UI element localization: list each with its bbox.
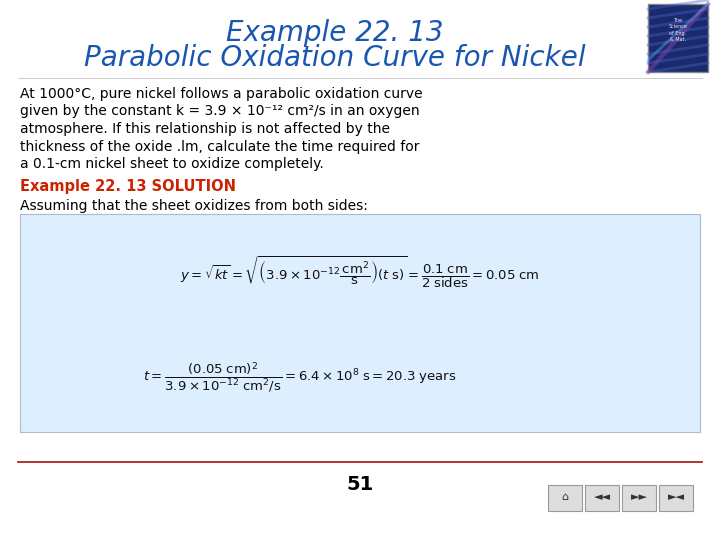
- Text: $y = \sqrt{kt} = \sqrt{\left(3.9 \times 10^{-12}\dfrac{\,\mathrm{cm}^2}{\mathrm{: $y = \sqrt{kt} = \sqrt{\left(3.9 \times …: [180, 254, 540, 290]
- Text: atmosphere. If this relationship is not affected by the: atmosphere. If this relationship is not …: [20, 122, 390, 136]
- Text: a 0.1-cm nickel sheet to oxidize completely.: a 0.1-cm nickel sheet to oxidize complet…: [20, 157, 324, 171]
- Text: Assuming that the sheet oxidizes from both sides:: Assuming that the sheet oxidizes from bo…: [20, 199, 368, 213]
- Text: thickness of the oxide .lm, calculate the time required for: thickness of the oxide .lm, calculate th…: [20, 139, 420, 153]
- Bar: [20, 214, 700, 432]
- Text: 51: 51: [346, 476, 374, 495]
- Text: The
Science
of Eng.
& Mat.: The Science of Eng. & Mat.: [669, 18, 688, 42]
- Bar: [622, 485, 656, 511]
- Text: given by the constant k = 3.9 × 10⁻¹² cm²/s in an oxygen: given by the constant k = 3.9 × 10⁻¹² cm…: [20, 105, 420, 118]
- Text: $t = \dfrac{(0.05\;\mathrm{cm})^2}{3.9 \times 10^{-12}\;\mathrm{cm}^2/\mathrm{s}: $t = \dfrac{(0.05\;\mathrm{cm})^2}{3.9 \…: [143, 360, 456, 394]
- Text: ◄◄: ◄◄: [593, 492, 611, 502]
- Bar: [659, 485, 693, 511]
- Bar: [648, 4, 708, 72]
- Text: Example 22. 13 SOLUTION: Example 22. 13 SOLUTION: [20, 179, 236, 194]
- Text: Parabolic Oxidation Curve for Nickel: Parabolic Oxidation Curve for Nickel: [84, 44, 586, 72]
- Text: ►◄: ►◄: [667, 492, 685, 502]
- Text: Example 22. 13: Example 22. 13: [226, 19, 444, 47]
- Text: ⌂: ⌂: [562, 492, 569, 502]
- Bar: [548, 485, 582, 511]
- Text: ►►: ►►: [631, 492, 647, 502]
- Bar: [585, 485, 619, 511]
- Text: At 1000°C, pure nickel follows a parabolic oxidation curve: At 1000°C, pure nickel follows a parabol…: [20, 87, 423, 101]
